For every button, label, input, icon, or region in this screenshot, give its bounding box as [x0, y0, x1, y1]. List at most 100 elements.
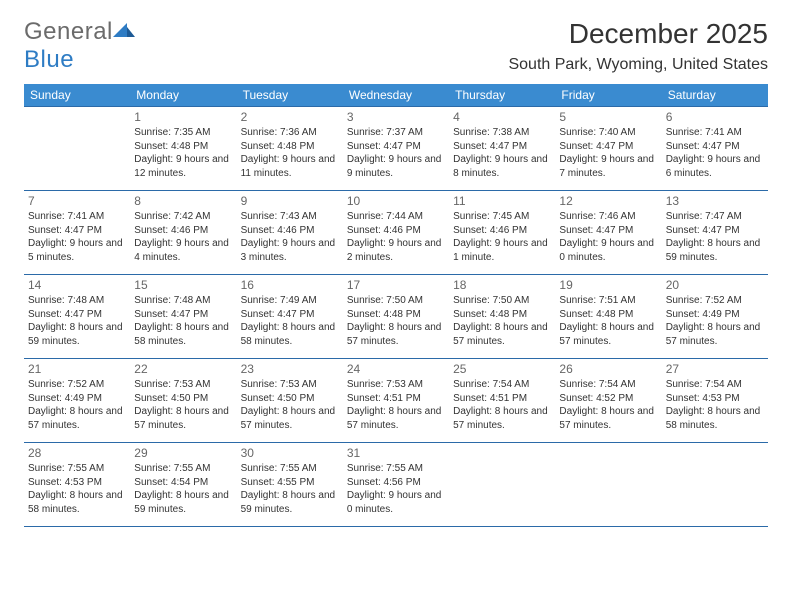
sunset-text: Sunset: 4:47 PM [28, 224, 126, 238]
day-number: 2 [241, 110, 339, 124]
sunset-text: Sunset: 4:49 PM [28, 392, 126, 406]
day-info: Sunrise: 7:51 AMSunset: 4:48 PMDaylight:… [559, 294, 657, 348]
daylight-text: Daylight: 9 hours and 3 minutes. [241, 237, 339, 264]
sunrise-text: Sunrise: 7:55 AM [241, 462, 339, 476]
daylight-text: Daylight: 9 hours and 5 minutes. [28, 237, 126, 264]
calendar-day-cell: 8Sunrise: 7:42 AMSunset: 4:46 PMDaylight… [130, 191, 236, 275]
calendar-day-cell: 25Sunrise: 7:54 AMSunset: 4:51 PMDayligh… [449, 359, 555, 443]
sunset-text: Sunset: 4:51 PM [347, 392, 445, 406]
location-label: South Park, Wyoming, United States [508, 56, 768, 74]
daylight-text: Daylight: 9 hours and 12 minutes. [134, 153, 232, 180]
day-info: Sunrise: 7:53 AMSunset: 4:51 PMDaylight:… [347, 378, 445, 432]
day-number: 6 [666, 110, 764, 124]
weekday-header: Friday [555, 84, 661, 107]
calendar-day-cell: 18Sunrise: 7:50 AMSunset: 4:48 PMDayligh… [449, 275, 555, 359]
day-number: 3 [347, 110, 445, 124]
sunset-text: Sunset: 4:55 PM [241, 476, 339, 490]
sunset-text: Sunset: 4:53 PM [666, 392, 764, 406]
calendar-day-cell: 27Sunrise: 7:54 AMSunset: 4:53 PMDayligh… [662, 359, 768, 443]
day-number: 13 [666, 194, 764, 208]
weekday-header: Sunday [24, 84, 130, 107]
day-info: Sunrise: 7:37 AMSunset: 4:47 PMDaylight:… [347, 126, 445, 180]
sunrise-text: Sunrise: 7:44 AM [347, 210, 445, 224]
daylight-text: Daylight: 8 hours and 57 minutes. [666, 321, 764, 348]
sunrise-text: Sunrise: 7:42 AM [134, 210, 232, 224]
daylight-text: Daylight: 8 hours and 57 minutes. [559, 321, 657, 348]
sunrise-text: Sunrise: 7:43 AM [241, 210, 339, 224]
brand-logo: GeneralBlue [24, 18, 135, 74]
day-info: Sunrise: 7:55 AMSunset: 4:55 PMDaylight:… [241, 462, 339, 516]
sunset-text: Sunset: 4:47 PM [241, 308, 339, 322]
daylight-text: Daylight: 9 hours and 4 minutes. [134, 237, 232, 264]
daylight-text: Daylight: 8 hours and 57 minutes. [241, 405, 339, 432]
sunset-text: Sunset: 4:46 PM [241, 224, 339, 238]
weekday-header: Monday [130, 84, 236, 107]
day-number: 20 [666, 278, 764, 292]
sunset-text: Sunset: 4:47 PM [559, 224, 657, 238]
sunrise-text: Sunrise: 7:47 AM [666, 210, 764, 224]
day-number: 25 [453, 362, 551, 376]
day-number: 4 [453, 110, 551, 124]
sunrise-text: Sunrise: 7:54 AM [453, 378, 551, 392]
day-number: 14 [28, 278, 126, 292]
calendar-day-cell: 1Sunrise: 7:35 AMSunset: 4:48 PMDaylight… [130, 107, 236, 191]
sunrise-text: Sunrise: 7:52 AM [666, 294, 764, 308]
day-number: 9 [241, 194, 339, 208]
calendar-day-cell: 17Sunrise: 7:50 AMSunset: 4:48 PMDayligh… [343, 275, 449, 359]
calendar-week-row: 28Sunrise: 7:55 AMSunset: 4:53 PMDayligh… [24, 443, 768, 527]
title-block: December 2025 South Park, Wyoming, Unite… [508, 18, 768, 74]
day-number: 24 [347, 362, 445, 376]
day-info: Sunrise: 7:41 AMSunset: 4:47 PMDaylight:… [28, 210, 126, 264]
day-info: Sunrise: 7:49 AMSunset: 4:47 PMDaylight:… [241, 294, 339, 348]
calendar-day-cell: 16Sunrise: 7:49 AMSunset: 4:47 PMDayligh… [237, 275, 343, 359]
sunrise-text: Sunrise: 7:50 AM [347, 294, 445, 308]
sunrise-text: Sunrise: 7:52 AM [28, 378, 126, 392]
day-info: Sunrise: 7:40 AMSunset: 4:47 PMDaylight:… [559, 126, 657, 180]
calendar-day-cell: 26Sunrise: 7:54 AMSunset: 4:52 PMDayligh… [555, 359, 661, 443]
day-number: 12 [559, 194, 657, 208]
daylight-text: Daylight: 9 hours and 11 minutes. [241, 153, 339, 180]
day-info: Sunrise: 7:53 AMSunset: 4:50 PMDaylight:… [241, 378, 339, 432]
sunset-text: Sunset: 4:50 PM [134, 392, 232, 406]
sunrise-text: Sunrise: 7:53 AM [134, 378, 232, 392]
day-info: Sunrise: 7:46 AMSunset: 4:47 PMDaylight:… [559, 210, 657, 264]
day-number: 15 [134, 278, 232, 292]
sunrise-text: Sunrise: 7:38 AM [453, 126, 551, 140]
weekday-header: Tuesday [237, 84, 343, 107]
day-number: 23 [241, 362, 339, 376]
calendar-day-cell: 12 Sunrise: 7:46 AMSunset: 4:47 PMDayligh… [555, 191, 661, 275]
day-info: Sunrise: 7:50 AMSunset: 4:48 PMDaylight:… [453, 294, 551, 348]
daylight-text: Daylight: 8 hours and 58 minutes. [241, 321, 339, 348]
weekday-header: Thursday [449, 84, 555, 107]
calendar-day-cell: 19Sunrise: 7:51 AMSunset: 4:48 PMDayligh… [555, 275, 661, 359]
sunset-text: Sunset: 4:48 PM [347, 308, 445, 322]
daylight-text: Daylight: 8 hours and 57 minutes. [28, 405, 126, 432]
calendar-day-cell: 13Sunrise: 7:47 AMSunset: 4:47 PMDayligh… [662, 191, 768, 275]
day-info: Sunrise: 7:52 AMSunset: 4:49 PMDaylight:… [28, 378, 126, 432]
calendar-day-cell: 15Sunrise: 7:48 AMSunset: 4:47 PMDayligh… [130, 275, 236, 359]
sunrise-text: Sunrise: 7:51 AM [559, 294, 657, 308]
daylight-text: Daylight: 8 hours and 59 minutes. [241, 489, 339, 516]
brand-text: GeneralBlue [24, 18, 135, 74]
sunset-text: Sunset: 4:47 PM [666, 224, 764, 238]
day-number: 7 [28, 194, 126, 208]
sunrise-text: Sunrise: 7:55 AM [134, 462, 232, 476]
calendar-page: GeneralBlue December 2025 South Park, Wy… [0, 0, 792, 537]
weekday-header: Saturday [662, 84, 768, 107]
day-info: Sunrise: 7:38 AMSunset: 4:47 PMDaylight:… [453, 126, 551, 180]
calendar-week-row: 7 Sunrise: 7:41 AMSunset: 4:47 PMDaylight… [24, 191, 768, 275]
brand-part2: Blue [24, 46, 74, 73]
day-number: 28 [28, 446, 126, 460]
calendar-day-cell: 10Sunrise: 7:44 AMSunset: 4:46 PMDayligh… [343, 191, 449, 275]
calendar-day-cell: 9 Sunrise: 7:43 AMSunset: 4:46 PMDaylight… [237, 191, 343, 275]
calendar-day-cell [449, 443, 555, 527]
day-number: 30 [241, 446, 339, 460]
month-title: December 2025 [508, 18, 768, 50]
daylight-text: Daylight: 8 hours and 57 minutes. [347, 321, 445, 348]
sunrise-text: Sunrise: 7:35 AM [134, 126, 232, 140]
calendar-day-cell: 5Sunrise: 7:40 AMSunset: 4:47 PMDaylight… [555, 107, 661, 191]
day-info: Sunrise: 7:50 AMSunset: 4:48 PMDaylight:… [347, 294, 445, 348]
daylight-text: Daylight: 8 hours and 57 minutes. [559, 405, 657, 432]
calendar-table: Sunday Monday Tuesday Wednesday Thursday… [24, 84, 768, 527]
sunrise-text: Sunrise: 7:50 AM [453, 294, 551, 308]
